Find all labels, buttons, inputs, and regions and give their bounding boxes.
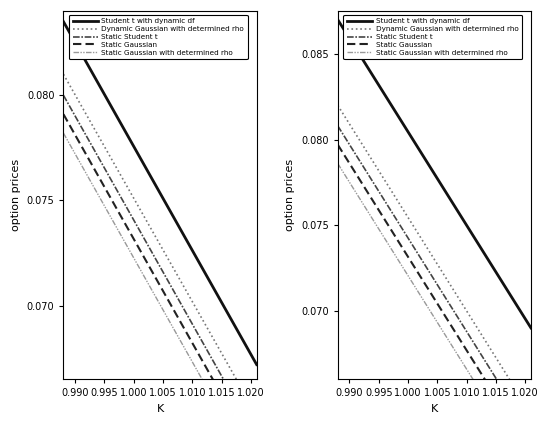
X-axis label: K: K [431, 404, 438, 414]
Legend: Student t with dynamic df, Dynamic Gaussian with determined rho, Static Student : Student t with dynamic df, Dynamic Gauss… [343, 15, 522, 60]
Legend: Student t with dynamic df, Dynamic Gaussian with determined rho, Static Student : Student t with dynamic df, Dynamic Gauss… [69, 15, 248, 60]
Y-axis label: option prices: option prices [11, 159, 21, 231]
X-axis label: K: K [156, 404, 164, 414]
Y-axis label: option prices: option prices [285, 159, 295, 231]
